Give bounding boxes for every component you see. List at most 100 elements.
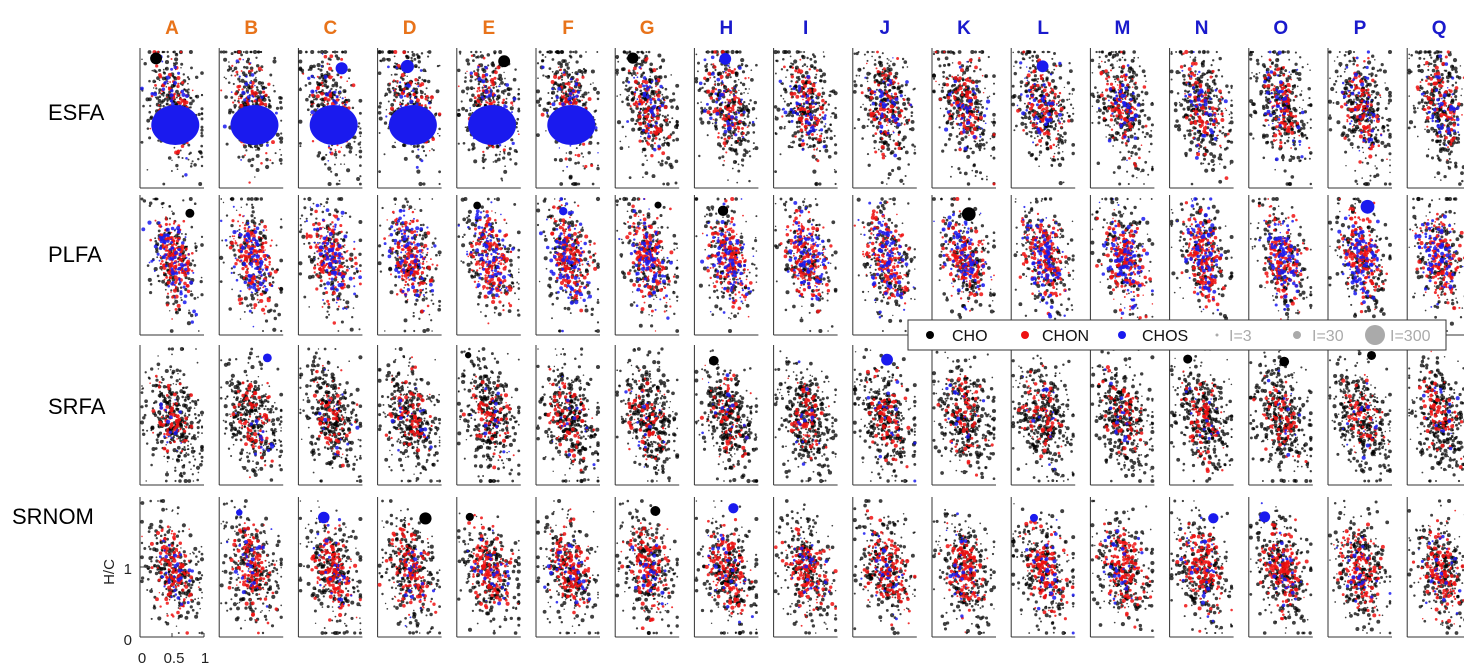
point-chos [403, 90, 405, 92]
point-cho [901, 138, 904, 141]
point-chon [992, 133, 995, 136]
point-chon [961, 91, 963, 93]
point-cho [734, 80, 737, 83]
point-cho [585, 51, 587, 53]
point-cho [731, 50, 735, 54]
point-cho [822, 87, 824, 89]
point-chos [321, 65, 323, 67]
point-chos [652, 107, 655, 110]
point-cho [664, 140, 666, 142]
point-cho [166, 51, 168, 53]
point-cho [165, 67, 169, 71]
point-cho [785, 76, 787, 78]
point-cho [148, 136, 151, 139]
point-chon [496, 65, 500, 69]
point-cho [273, 57, 276, 60]
point-chos [513, 97, 517, 101]
point-cho [907, 163, 910, 166]
point-cho [328, 57, 331, 60]
point-cho [864, 54, 866, 56]
point-chon [961, 93, 964, 96]
point-chos [811, 125, 814, 128]
point-cho [861, 137, 864, 140]
point-cho [743, 107, 744, 108]
point-cho [799, 115, 801, 117]
point-chon [946, 83, 950, 87]
point-cho [507, 88, 510, 91]
point-chon [867, 87, 869, 89]
point-chon [567, 82, 571, 86]
point-chon [935, 51, 938, 54]
point-cho [255, 57, 257, 59]
point-cho [225, 78, 227, 80]
point-cho [672, 139, 675, 142]
point-chon [176, 85, 179, 88]
point-cho [422, 182, 425, 185]
point-cho [359, 112, 362, 115]
point-cho [978, 51, 980, 53]
point-chos [796, 102, 799, 105]
point-chos [485, 73, 489, 77]
point-chon [628, 69, 631, 72]
point-chon [972, 124, 975, 127]
point-cho [465, 72, 467, 74]
point-cho [187, 144, 190, 147]
point-cho [705, 68, 708, 71]
point-cho [307, 108, 310, 111]
point-cho [753, 131, 756, 134]
point-cho [391, 74, 393, 76]
point-cho [649, 63, 653, 67]
point-cho [741, 63, 744, 66]
point-chon [184, 100, 187, 103]
point-cho [864, 107, 867, 110]
point-chos [986, 100, 990, 104]
point-chon [809, 68, 811, 70]
point-cho [1013, 129, 1015, 131]
point-cho [245, 50, 248, 53]
point-cho [628, 87, 631, 90]
point-chos [650, 101, 653, 104]
point-cho [384, 95, 386, 97]
point-cho [979, 68, 981, 70]
point-cho [574, 182, 578, 186]
point-chon [723, 124, 726, 127]
point-chon [983, 92, 984, 93]
point-chon [795, 95, 799, 99]
point-chos [815, 103, 817, 105]
point-cho [744, 118, 746, 120]
point-cho [889, 89, 892, 92]
point-cho [740, 58, 744, 62]
point-cho [894, 126, 895, 127]
point-cho [148, 111, 151, 114]
point-cho [348, 77, 350, 79]
point-chon [344, 97, 345, 98]
point-cho [231, 52, 234, 55]
point-chon [648, 121, 649, 122]
point-chon [723, 114, 725, 116]
point-cho [224, 76, 226, 78]
point-cho [473, 88, 475, 90]
point-chos [779, 80, 782, 83]
point-chos [659, 85, 663, 89]
point-chon [311, 103, 313, 105]
point-chon [558, 76, 561, 79]
point-chos [638, 66, 641, 69]
point-chon [791, 97, 793, 99]
point-cho [829, 136, 833, 140]
point-cho [698, 89, 701, 92]
point-cho [190, 163, 192, 165]
point-cho [158, 69, 161, 72]
point-chon [267, 83, 270, 86]
point-cho [883, 142, 886, 145]
point-chon [886, 124, 888, 126]
point-cho [676, 123, 679, 126]
point-cho [145, 97, 149, 101]
point-cho [786, 69, 788, 71]
point-chon [502, 99, 505, 102]
point-chos [250, 62, 252, 64]
point-cho [596, 91, 600, 95]
point-cho [298, 60, 302, 64]
point-chon [160, 92, 162, 94]
point-cho [625, 85, 627, 87]
point-chon [656, 112, 659, 115]
